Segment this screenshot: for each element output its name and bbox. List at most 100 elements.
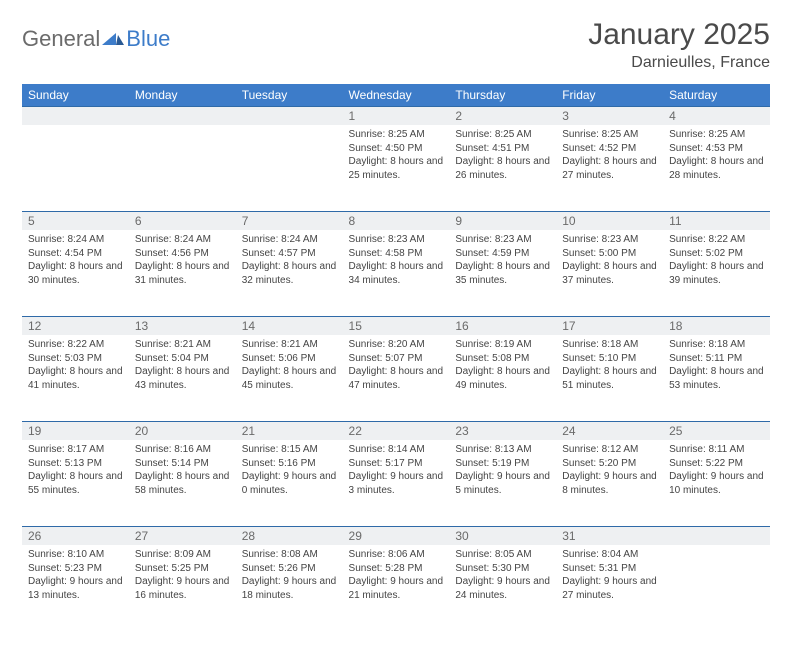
- day-number: 31: [556, 526, 663, 545]
- daylight-line: Daylight: 9 hours and 24 minutes.: [455, 575, 550, 602]
- day-cell-number: 21: [236, 421, 343, 440]
- daylight-line: Daylight: 8 hours and 25 minutes.: [349, 155, 444, 182]
- sunrise-line: Sunrise: 8:15 AM: [242, 443, 337, 457]
- week-content-row: Sunrise: 8:22 AMSunset: 5:03 PMDaylight:…: [22, 335, 770, 421]
- day-cell-content: Sunrise: 8:25 AMSunset: 4:51 PMDaylight:…: [449, 125, 556, 211]
- daylight-line: Daylight: 9 hours and 18 minutes.: [242, 575, 337, 602]
- sunset-line: Sunset: 5:23 PM: [28, 562, 123, 576]
- day-details: Sunrise: 8:06 AMSunset: 5:28 PMDaylight:…: [343, 545, 450, 608]
- day-cell-content: Sunrise: 8:25 AMSunset: 4:52 PMDaylight:…: [556, 125, 663, 211]
- location-label: Darnieulles, France: [588, 54, 770, 72]
- day-number: 12: [22, 316, 129, 335]
- day-details: Sunrise: 8:25 AMSunset: 4:53 PMDaylight:…: [663, 125, 770, 188]
- day-number: 16: [449, 316, 556, 335]
- sunrise-line: Sunrise: 8:23 AM: [349, 233, 444, 247]
- day-details: Sunrise: 8:25 AMSunset: 4:50 PMDaylight:…: [343, 125, 450, 188]
- sunrise-line: Sunrise: 8:08 AM: [242, 548, 337, 562]
- weekday-header: Wednesday: [343, 84, 450, 106]
- day-cell-content: Sunrise: 8:19 AMSunset: 5:08 PMDaylight:…: [449, 335, 556, 421]
- day-number: 26: [22, 526, 129, 545]
- daylight-line: Daylight: 8 hours and 47 minutes.: [349, 365, 444, 392]
- title-block: January 2025 Darnieulles, France: [588, 18, 770, 72]
- sunset-line: Sunset: 5:14 PM: [135, 457, 230, 471]
- day-details: Sunrise: 8:19 AMSunset: 5:08 PMDaylight:…: [449, 335, 556, 398]
- day-cell-number: 5: [22, 211, 129, 230]
- daylight-line: Daylight: 9 hours and 5 minutes.: [455, 470, 550, 497]
- week-daynum-row: 262728293031: [22, 526, 770, 545]
- sunrise-line: Sunrise: 8:24 AM: [135, 233, 230, 247]
- day-details: Sunrise: 8:18 AMSunset: 5:11 PMDaylight:…: [663, 335, 770, 398]
- day-cell-content: Sunrise: 8:22 AMSunset: 5:02 PMDaylight:…: [663, 230, 770, 316]
- daylight-line: Daylight: 8 hours and 41 minutes.: [28, 365, 123, 392]
- brand-text-general: General: [22, 26, 100, 52]
- week-daynum-row: 567891011: [22, 211, 770, 230]
- day-cell-content: Sunrise: 8:09 AMSunset: 5:25 PMDaylight:…: [129, 545, 236, 631]
- day-number: 27: [129, 526, 236, 545]
- day-details: Sunrise: 8:05 AMSunset: 5:30 PMDaylight:…: [449, 545, 556, 608]
- day-cell-number: [663, 526, 770, 545]
- day-cell-content: Sunrise: 8:11 AMSunset: 5:22 PMDaylight:…: [663, 440, 770, 526]
- sunset-line: Sunset: 5:19 PM: [455, 457, 550, 471]
- day-cell-content: [663, 545, 770, 631]
- day-number: 19: [22, 421, 129, 440]
- day-details: Sunrise: 8:24 AMSunset: 4:56 PMDaylight:…: [129, 230, 236, 293]
- sunrise-line: Sunrise: 8:10 AM: [28, 548, 123, 562]
- sunset-line: Sunset: 5:20 PM: [562, 457, 657, 471]
- day-cell-number: 2: [449, 106, 556, 125]
- sunrise-line: Sunrise: 8:04 AM: [562, 548, 657, 562]
- day-details: Sunrise: 8:11 AMSunset: 5:22 PMDaylight:…: [663, 440, 770, 503]
- day-cell-number: 1: [343, 106, 450, 125]
- day-details: Sunrise: 8:22 AMSunset: 5:02 PMDaylight:…: [663, 230, 770, 293]
- sunset-line: Sunset: 4:54 PM: [28, 247, 123, 261]
- sunset-line: Sunset: 4:58 PM: [349, 247, 444, 261]
- sunrise-line: Sunrise: 8:05 AM: [455, 548, 550, 562]
- daylight-line: Daylight: 9 hours and 13 minutes.: [28, 575, 123, 602]
- day-cell-number: 13: [129, 316, 236, 335]
- sunset-line: Sunset: 4:59 PM: [455, 247, 550, 261]
- day-number: 28: [236, 526, 343, 545]
- week-daynum-row: 1234: [22, 106, 770, 125]
- sunset-line: Sunset: 5:04 PM: [135, 352, 230, 366]
- sunrise-line: Sunrise: 8:25 AM: [455, 128, 550, 142]
- day-details: Sunrise: 8:14 AMSunset: 5:17 PMDaylight:…: [343, 440, 450, 503]
- day-details: Sunrise: 8:21 AMSunset: 5:06 PMDaylight:…: [236, 335, 343, 398]
- weekday-header: Tuesday: [236, 84, 343, 106]
- day-number: 15: [343, 316, 450, 335]
- sunset-line: Sunset: 4:50 PM: [349, 142, 444, 156]
- day-cell-number: 31: [556, 526, 663, 545]
- day-number: 18: [663, 316, 770, 335]
- brand-logo: General Blue: [22, 18, 170, 52]
- day-number: 21: [236, 421, 343, 440]
- daylight-line: Daylight: 9 hours and 0 minutes.: [242, 470, 337, 497]
- day-number: 9: [449, 211, 556, 230]
- day-details: Sunrise: 8:23 AMSunset: 5:00 PMDaylight:…: [556, 230, 663, 293]
- day-details: Sunrise: 8:22 AMSunset: 5:03 PMDaylight:…: [22, 335, 129, 398]
- daylight-line: Daylight: 9 hours and 16 minutes.: [135, 575, 230, 602]
- day-cell-content: Sunrise: 8:10 AMSunset: 5:23 PMDaylight:…: [22, 545, 129, 631]
- week-content-row: Sunrise: 8:25 AMSunset: 4:50 PMDaylight:…: [22, 125, 770, 211]
- day-cell-number: [22, 106, 129, 125]
- calendar-thead: SundayMondayTuesdayWednesdayThursdayFrid…: [22, 84, 770, 106]
- day-cell-content: Sunrise: 8:06 AMSunset: 5:28 PMDaylight:…: [343, 545, 450, 631]
- day-details: Sunrise: 8:13 AMSunset: 5:19 PMDaylight:…: [449, 440, 556, 503]
- week-content-row: Sunrise: 8:10 AMSunset: 5:23 PMDaylight:…: [22, 545, 770, 631]
- day-cell-content: Sunrise: 8:25 AMSunset: 4:50 PMDaylight:…: [343, 125, 450, 211]
- sunset-line: Sunset: 4:53 PM: [669, 142, 764, 156]
- day-number: 7: [236, 211, 343, 230]
- day-cell-content: Sunrise: 8:22 AMSunset: 5:03 PMDaylight:…: [22, 335, 129, 421]
- day-cell-number: 26: [22, 526, 129, 545]
- day-cell-number: 14: [236, 316, 343, 335]
- empty-day-number: [663, 526, 770, 545]
- sunset-line: Sunset: 5:22 PM: [669, 457, 764, 471]
- sunrise-line: Sunrise: 8:06 AM: [349, 548, 444, 562]
- sunrise-line: Sunrise: 8:18 AM: [669, 338, 764, 352]
- daylight-line: Daylight: 8 hours and 45 minutes.: [242, 365, 337, 392]
- day-number: 6: [129, 211, 236, 230]
- daylight-line: Daylight: 8 hours and 27 minutes.: [562, 155, 657, 182]
- daylight-line: Daylight: 8 hours and 28 minutes.: [669, 155, 764, 182]
- day-cell-number: 11: [663, 211, 770, 230]
- sunset-line: Sunset: 5:11 PM: [669, 352, 764, 366]
- week-daynum-row: 19202122232425: [22, 421, 770, 440]
- day-cell-number: 6: [129, 211, 236, 230]
- day-cell-content: [22, 125, 129, 211]
